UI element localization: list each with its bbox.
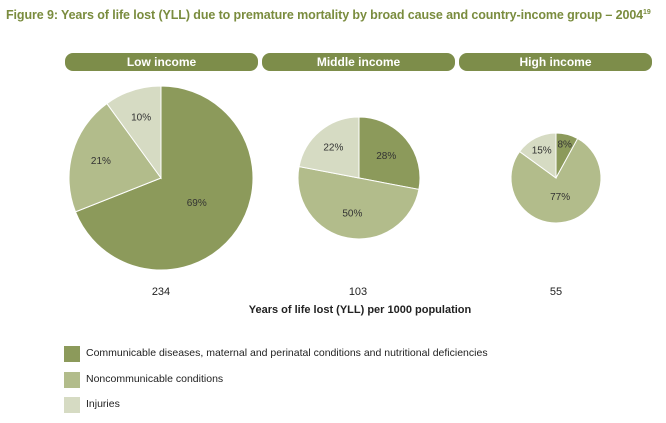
total-middle-income: 103: [348, 286, 368, 298]
pie-label-low-income-injuries: 10%: [131, 112, 151, 123]
x-axis-label: Years of life lost (YLL) per 1000 popula…: [248, 304, 472, 316]
pie-slice-middle-income-communicable: [358, 116, 421, 191]
pie-slice-low-income-communicable: [74, 85, 254, 271]
legend-label-noncommunicable: Noncommunicable conditions: [86, 373, 224, 385]
pie-slice-low-income-noncommunicable: [68, 102, 162, 213]
total-low-income: 234: [151, 286, 171, 298]
group-header-high-income: High income: [459, 53, 652, 71]
total-high-income: 55: [549, 286, 563, 298]
pie-slice-middle-income-noncommunicable: [297, 165, 420, 240]
pie-label-middle-income-injuries: 22%: [323, 142, 343, 153]
group-header-middle-income: Middle income: [262, 53, 455, 71]
figure-title: Figure 9: Years of life lost (YLL) due t…: [6, 8, 651, 22]
pie-label-high-income-injuries: 15%: [532, 145, 552, 156]
legend-swatch-injuries: [64, 397, 80, 413]
pie-label-high-income-noncommunicable: 77%: [550, 192, 570, 203]
pie-label-middle-income-communicable: 28%: [376, 151, 396, 162]
pie-slice-high-income-noncommunicable: [510, 137, 602, 224]
legend-label-injuries: Injuries: [86, 398, 120, 410]
pie-label-middle-income-noncommunicable: 50%: [342, 208, 362, 219]
legend-swatch-communicable: [64, 346, 80, 362]
title-superscript: 19: [643, 8, 651, 16]
group-header-low-income: Low income: [65, 53, 258, 71]
legend-label-communicable: Communicable diseases, maternal and peri…: [86, 347, 488, 359]
pie-label-low-income-communicable: 69%: [187, 198, 207, 209]
pie-label-high-income-communicable: 8%: [558, 140, 573, 151]
legend-swatch-noncommunicable: [64, 372, 80, 388]
pie-slice-middle-income-injuries: [298, 116, 360, 179]
pie-label-low-income-noncommunicable: 21%: [91, 156, 111, 167]
pie-slice-low-income-injuries: [106, 85, 162, 180]
pie-slice-high-income-injuries: [518, 132, 557, 179]
